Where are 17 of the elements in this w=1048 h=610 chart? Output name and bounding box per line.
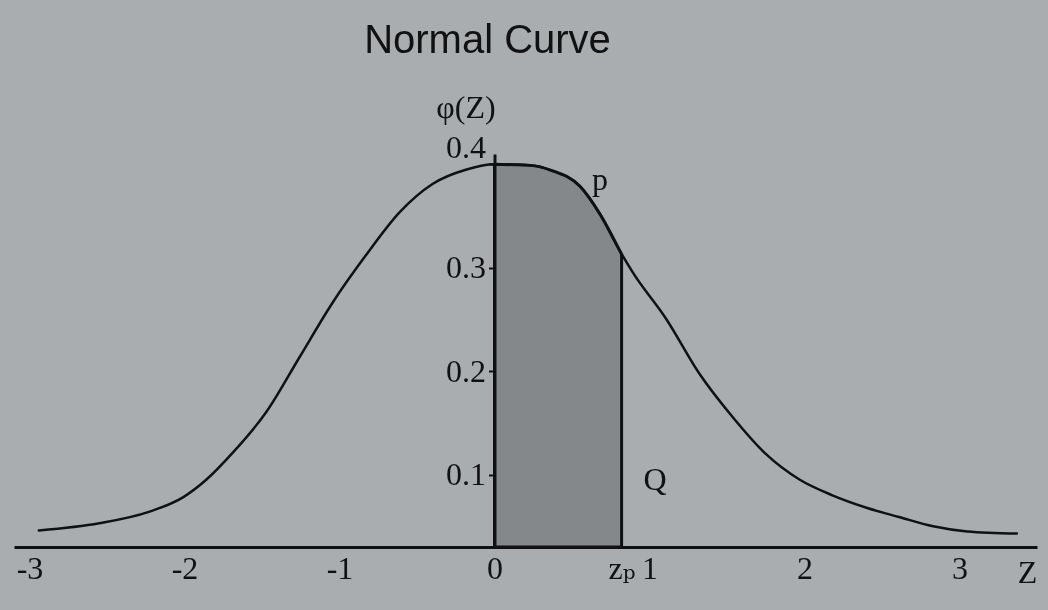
x-axis-title: Z	[1017, 553, 1038, 590]
annotation: Q	[643, 461, 667, 497]
y-axis-title: φ(Z)	[436, 88, 496, 125]
y-tick-label: 0.2	[446, 352, 486, 389]
x-tick-label: zₚ	[608, 549, 636, 586]
x-tick-label: 1	[642, 549, 658, 586]
x-tick-label: -1	[326, 549, 354, 586]
x-tick-label: 3	[952, 549, 968, 586]
y-tick-label: 0.4	[446, 128, 486, 165]
x-tick-label: 2	[797, 549, 813, 586]
chart-title: Normal Curve	[364, 17, 611, 61]
x-tick-label: -2	[171, 549, 199, 586]
annotation: p	[592, 161, 608, 197]
y-tick-label: 0.1	[446, 456, 486, 493]
x-tick-label: 0	[487, 549, 503, 586]
x-tick-label: -3	[16, 549, 44, 586]
y-tick-label: 0.3	[446, 249, 486, 286]
